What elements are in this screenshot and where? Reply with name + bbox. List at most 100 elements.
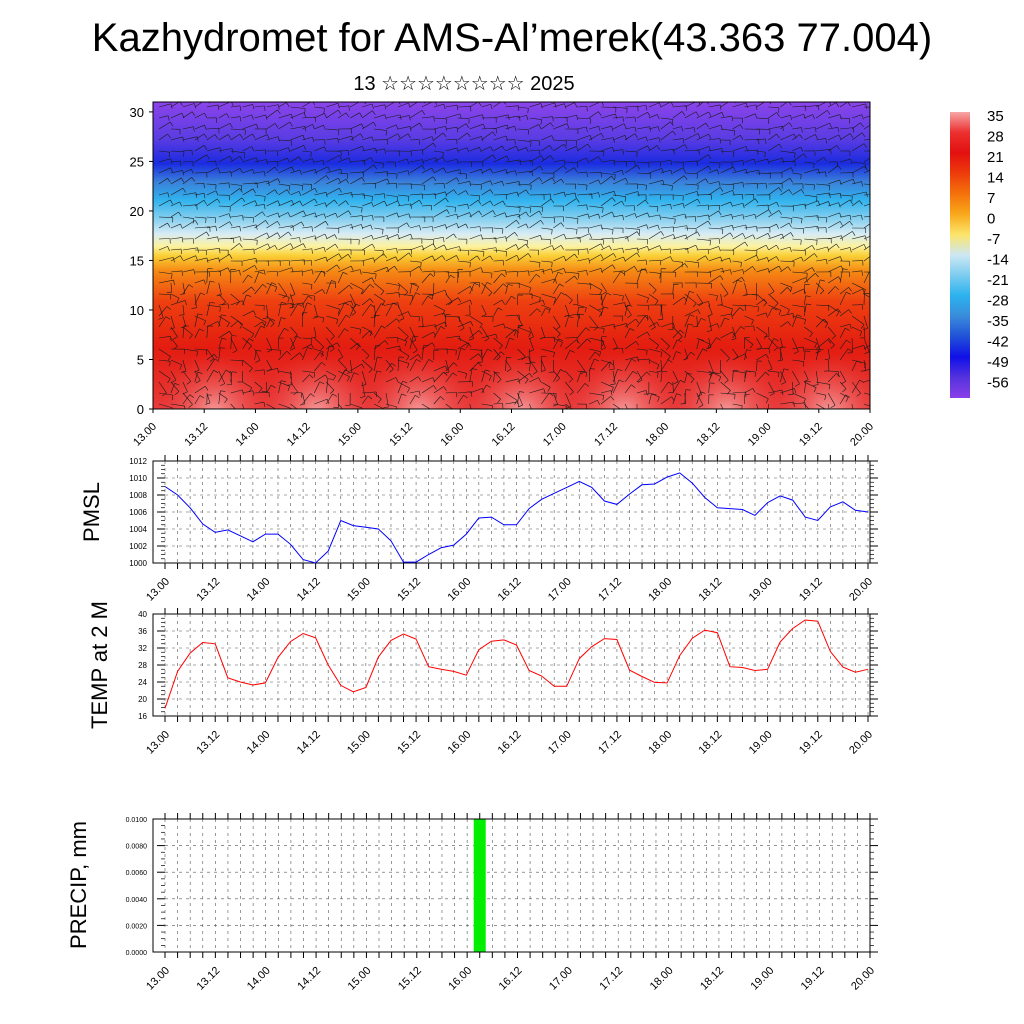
- precip-xtick-label: 18.00: [648, 965, 676, 993]
- wind-barb: [314, 348, 324, 353]
- wind-barb-feather: [836, 311, 840, 317]
- wind-barb: [517, 356, 529, 361]
- wind-barb-feather: [566, 406, 572, 409]
- wind-barb: [206, 353, 215, 361]
- wind-barb: [672, 329, 681, 339]
- wind-barb: [230, 226, 240, 229]
- cross-section-ytick-label: 30: [130, 105, 144, 120]
- wind-barb-feather: [335, 243, 339, 249]
- wind-barb-feather: [745, 169, 748, 175]
- wind-barb: [720, 190, 733, 196]
- wind-barb-feather: [470, 321, 474, 327]
- wind-barb-feather: [864, 165, 868, 171]
- wind-barb-feather: [540, 103, 543, 109]
- wind-barb-feather: [264, 171, 266, 177]
- wind-barb-feather: [684, 144, 688, 150]
- wind-barb: [409, 335, 414, 350]
- wind-barb: [469, 168, 482, 174]
- wind-barb: [445, 189, 454, 196]
- wind-barb-feather: [479, 147, 482, 153]
- wind-barb-feather: [550, 155, 554, 160]
- wind-barb-feather: [699, 339, 705, 341]
- wind-barb: [612, 135, 626, 141]
- wind-barb: [278, 380, 282, 394]
- wind-barb-feather: [733, 130, 736, 136]
- wind-barb-feather: [501, 273, 506, 278]
- wind-barb-feather: [769, 392, 775, 396]
- wind-barb-feather: [355, 346, 360, 351]
- colorbar-label: 7: [987, 190, 995, 207]
- wind-barb-feather: [456, 214, 459, 220]
- wind-barb: [828, 179, 840, 185]
- wind-barb-feather: [516, 145, 519, 151]
- wind-barb: [672, 263, 685, 273]
- wind-barb: [792, 203, 806, 207]
- wind-barb-feather: [594, 358, 599, 362]
- wind-barb-feather: [600, 243, 604, 249]
- wind-barb-feather: [847, 102, 851, 107]
- wind-barb: [421, 193, 436, 196]
- wind-barb-feather: [167, 246, 170, 252]
- wind-barb-feather: [551, 229, 553, 235]
- wind-barb: [206, 198, 218, 207]
- wind-barb: [242, 224, 257, 229]
- wind-barb: [517, 348, 526, 357]
- wind-barb-feather: [681, 126, 684, 132]
- wind-barb-feather: [216, 294, 222, 297]
- wind-barb: [493, 403, 503, 405]
- wind-barb: [600, 197, 613, 207]
- wind-barb-feather: [574, 167, 578, 173]
- wind-barb-feather: [345, 200, 349, 205]
- wind-barb-feather: [801, 256, 804, 262]
- wind-barb: [624, 318, 636, 328]
- wind-barb: [433, 156, 443, 163]
- wind-barb-feather: [228, 213, 231, 219]
- wind-barb: [445, 275, 451, 284]
- wind-barb: [577, 126, 587, 130]
- wind-barb-feather: [618, 379, 624, 383]
- wind-barb: [302, 158, 313, 163]
- wind-barb-feather: [370, 224, 373, 230]
- wind-barb: [361, 243, 373, 251]
- wind-barb-feather: [557, 271, 563, 275]
- wind-barb-feather: [820, 290, 825, 295]
- wind-barb: [242, 157, 257, 163]
- wind-barb-feather: [252, 188, 256, 194]
- wind-barb: [792, 304, 806, 308]
- wind-barb: [744, 149, 758, 152]
- wind-barb-feather: [372, 215, 374, 221]
- wind-barb: [445, 158, 457, 163]
- wind-barb: [744, 293, 757, 296]
- wind-barb: [816, 148, 831, 152]
- wind-barb: [230, 197, 243, 207]
- wind-barb: [373, 114, 385, 119]
- wind-barb-feather: [466, 147, 470, 153]
- wind-barb: [672, 194, 684, 196]
- wind-barb: [660, 203, 671, 207]
- wind-barb: [529, 177, 540, 185]
- wind-barb-feather: [680, 379, 685, 383]
- wind-barb: [840, 158, 851, 163]
- wind-barb: [588, 315, 599, 328]
- wind-barb: [672, 213, 686, 218]
- wind-barb-feather: [422, 159, 424, 165]
- wind-barb-feather: [563, 144, 567, 149]
- wind-barb: [600, 361, 610, 372]
- wind-barb: [350, 171, 364, 174]
- wind-barb: [851, 403, 853, 409]
- wind-barb: [481, 247, 497, 251]
- wind-barb: [708, 112, 723, 119]
- wind-barb: [278, 102, 287, 108]
- wind-barb-feather: [751, 319, 754, 325]
- wind-barb-feather: [228, 182, 230, 188]
- wind-barb: [350, 123, 362, 130]
- wind-barb: [493, 135, 507, 141]
- wind-barb-feather: [465, 190, 469, 196]
- wind-barb: [863, 359, 867, 371]
- wind-barb-feather: [802, 361, 805, 367]
- wind-barb: [780, 401, 794, 405]
- wind-barb-feather: [578, 273, 580, 279]
- wind-barb: [421, 238, 434, 240]
- wind-barb-feather: [300, 403, 306, 406]
- wind-barb-feather: [834, 286, 840, 291]
